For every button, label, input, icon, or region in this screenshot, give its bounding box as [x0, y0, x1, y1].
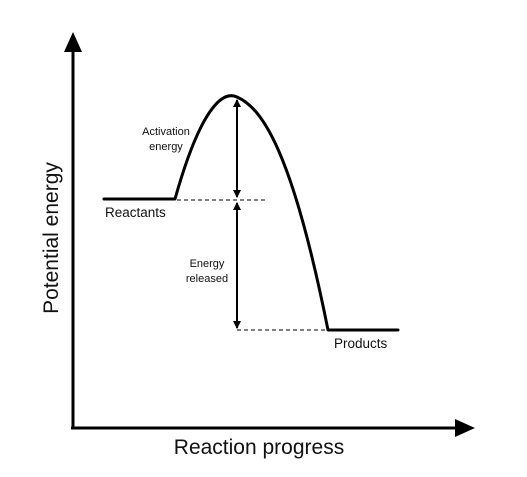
x-axis-title: Reaction progress	[174, 436, 344, 459]
y-axis-title: Potential energy	[40, 162, 63, 314]
reactants-label: Reactants	[105, 205, 166, 220]
x-axis	[71, 419, 475, 437]
products-label: Products	[334, 336, 388, 351]
activation-energy-label-line1: Activation	[142, 126, 190, 138]
energy-released-label-line1: Energy	[190, 258, 225, 270]
y-axis	[64, 32, 82, 428]
activation-energy-label-line2: energy	[149, 141, 183, 153]
energy-released-label-line2: released	[186, 273, 228, 285]
y-axis-arrowhead	[64, 32, 82, 52]
reaction-energy-curve	[102, 94, 400, 332]
x-axis-arrowhead	[455, 419, 475, 437]
